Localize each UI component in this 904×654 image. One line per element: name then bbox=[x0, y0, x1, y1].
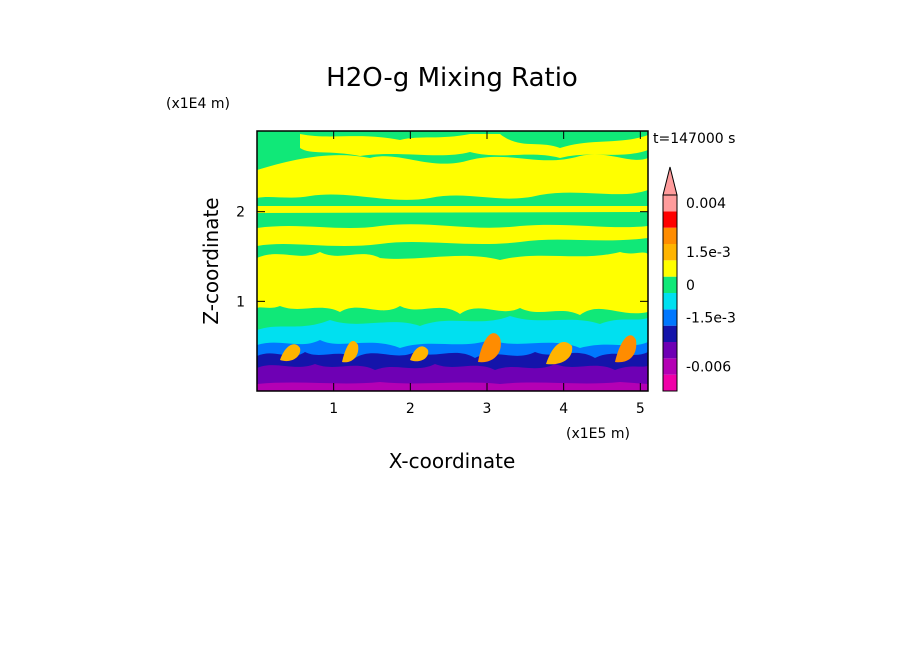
colorbar-segment bbox=[663, 276, 677, 293]
colorbar: 0.004 1.5e-3 0 -1.5e-3 -0.006 bbox=[662, 166, 736, 392]
colorbar-segment bbox=[663, 342, 677, 359]
colorbar-segment bbox=[663, 227, 677, 244]
colorbar-segment bbox=[663, 374, 677, 391]
field-band-thin-2 bbox=[257, 216, 648, 221]
y-tick-label: 2 bbox=[236, 205, 245, 221]
colorbar-segment bbox=[663, 309, 677, 326]
colorbar-segment bbox=[663, 325, 677, 342]
field-band-lower bbox=[257, 252, 648, 315]
x-axis-ticks: 1 2 3 4 5 bbox=[329, 131, 645, 417]
y-axis-label: Z-coordinate bbox=[199, 197, 223, 324]
x-tick-label: 2 bbox=[406, 401, 415, 417]
field-plume-6 bbox=[410, 346, 429, 362]
plot-frame bbox=[256, 130, 649, 392]
colorbar-arrow bbox=[662, 166, 678, 196]
colorbar-tick-label: -1.5e-3 bbox=[686, 311, 736, 327]
plot-field bbox=[257, 131, 648, 391]
x-tick-label: 1 bbox=[329, 401, 338, 417]
x-unit-label: (x1E5 m) bbox=[566, 426, 630, 442]
colorbar-segment bbox=[663, 293, 677, 310]
colorbar-tick-label: -0.006 bbox=[686, 360, 731, 376]
time-label: t=147000 s bbox=[653, 131, 735, 147]
colorbar-segment bbox=[663, 195, 677, 212]
colorbar-segment bbox=[663, 244, 677, 261]
x-axis-label: X-coordinate bbox=[389, 449, 516, 473]
field-plume-4 bbox=[546, 342, 573, 365]
x-tick-label: 4 bbox=[559, 401, 568, 417]
chart-title: H2O-g Mixing Ratio bbox=[326, 63, 578, 93]
colorbar-segment bbox=[663, 260, 677, 277]
y-tick-label: 1 bbox=[236, 294, 245, 310]
colorbar-segment bbox=[663, 358, 677, 375]
x-tick-label: 3 bbox=[483, 401, 492, 417]
field-band-upper-2 bbox=[300, 134, 648, 158]
field-plume-5 bbox=[615, 335, 637, 363]
colorbar-frame bbox=[662, 194, 678, 392]
field-band-thin bbox=[257, 206, 648, 213]
field-plume-1 bbox=[280, 344, 301, 362]
colorbar-tick-label: 0.004 bbox=[686, 196, 726, 212]
field-band-mid bbox=[257, 224, 648, 246]
field-plume-3 bbox=[478, 333, 501, 363]
x-tick-label: 5 bbox=[636, 401, 645, 417]
colorbar-tick-label: 1.5e-3 bbox=[686, 245, 731, 261]
colorbar-segment bbox=[663, 211, 677, 228]
field-magenta-floor bbox=[257, 382, 648, 391]
field-plume-2 bbox=[342, 341, 359, 363]
field-band-upper-1 bbox=[257, 154, 648, 200]
y-axis-ticks: 12 bbox=[236, 205, 648, 310]
colorbar-tick-label: 0 bbox=[686, 278, 695, 294]
y-unit-label: (x1E4 m) bbox=[166, 96, 230, 112]
